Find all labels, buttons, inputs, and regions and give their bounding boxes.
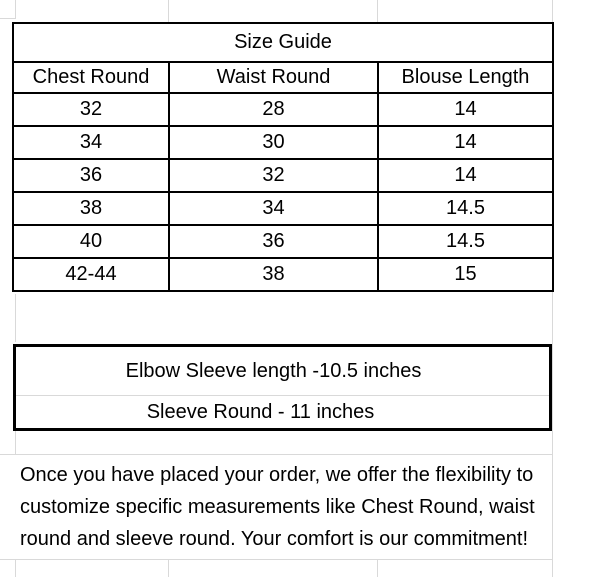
table-row: 40 36 14.5: [12, 224, 554, 259]
size-guide-title: Size Guide: [12, 22, 554, 63]
size-cell: 38: [168, 257, 379, 292]
customization-note: Once you have placed your order, we offe…: [20, 464, 535, 550]
size-cell: 14: [377, 92, 554, 127]
size-cell: 15: [377, 257, 554, 292]
size-cell: 14: [377, 158, 554, 193]
sleeve-info-box: Elbow Sleeve length -10.5 inches Sleeve …: [13, 344, 552, 431]
table-header-row: Chest Round Waist Round Blouse Length: [12, 61, 554, 94]
gridline: [377, 559, 378, 577]
table-row: 34 30 14: [12, 125, 554, 160]
size-cell: 32: [12, 92, 170, 127]
size-guide-table: Size Guide Chest Round Waist Round Blous…: [12, 22, 554, 292]
table-row: 32 28 14: [12, 92, 554, 127]
size-cell: 32: [168, 158, 379, 193]
column-header-waist-round: Waist Round: [168, 61, 379, 94]
column-header-chest-round: Chest Round: [12, 61, 170, 94]
size-cell: 28: [168, 92, 379, 127]
size-cell: 36: [12, 158, 170, 193]
size-cell: 34: [168, 191, 379, 226]
gridline: [168, 559, 169, 577]
gridline: [15, 559, 16, 577]
gridline: [15, 431, 16, 454]
size-cell: 14: [377, 125, 554, 160]
gridline: [0, 18, 16, 19]
size-cell: 40: [12, 224, 170, 259]
size-cell: 38: [12, 191, 170, 226]
gridline: [0, 454, 552, 455]
column-header-blouse-length: Blouse Length: [377, 61, 554, 94]
size-cell: 30: [168, 125, 379, 160]
size-cell: 42-44: [12, 257, 170, 292]
size-cell: 36: [168, 224, 379, 259]
gridline: [0, 559, 552, 560]
gridline: [377, 0, 378, 23]
table-row: 38 34 14.5: [12, 191, 554, 226]
size-cell: 14.5: [377, 224, 554, 259]
table-title-row: Size Guide: [12, 22, 554, 63]
table-row: 36 32 14: [12, 158, 554, 193]
size-cell: 34: [12, 125, 170, 160]
gridline: [15, 0, 16, 18]
gridline: [168, 0, 169, 23]
size-cell: 14.5: [377, 191, 554, 226]
gridline: [15, 294, 16, 342]
sleeve-round-text: Sleeve Round - 11 inches: [16, 395, 549, 428]
table-row: 42-44 38 15: [12, 257, 554, 292]
elbow-sleeve-length-text: Elbow Sleeve length -10.5 inches: [125, 359, 422, 382]
